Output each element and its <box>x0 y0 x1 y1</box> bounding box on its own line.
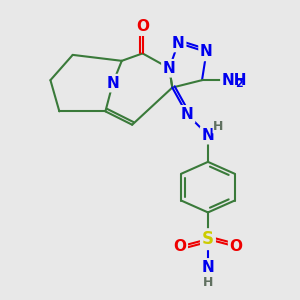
Text: O: O <box>230 239 243 254</box>
Text: N: N <box>202 260 214 275</box>
Text: H: H <box>203 276 213 289</box>
Text: N: N <box>181 107 194 122</box>
Text: N: N <box>172 35 184 50</box>
Text: N: N <box>106 76 119 91</box>
Text: H: H <box>213 120 224 133</box>
Text: N: N <box>200 44 213 59</box>
Text: S: S <box>202 230 214 248</box>
Text: N: N <box>202 128 214 142</box>
Text: N: N <box>163 61 176 76</box>
Text: O: O <box>173 239 186 254</box>
Text: 2: 2 <box>236 79 243 89</box>
Text: O: O <box>136 19 149 34</box>
Text: NH: NH <box>221 73 247 88</box>
